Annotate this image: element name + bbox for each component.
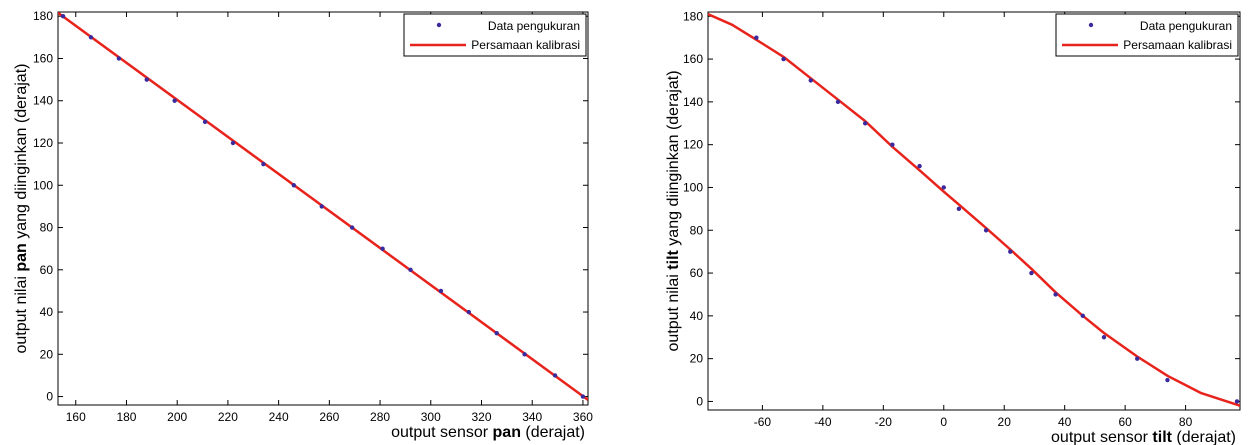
y-tick-label: 100 (683, 180, 703, 194)
legend-label: Persamaan kalibrasi (471, 38, 580, 52)
tilt-calibration-chart: -60 -40 -20 0 20 40 60 80 0 20 40 60 80 100 120 140 160 1… (665, 9, 1241, 445)
data-point (1080, 313, 1086, 319)
data-point (60, 14, 66, 19)
data-point (1008, 249, 1013, 254)
y-tick-label: 40 (690, 309, 704, 323)
y-tick-label: 0 (46, 390, 53, 404)
y-tick-label: 140 (683, 95, 703, 109)
data-point (172, 98, 177, 103)
data-point (144, 77, 149, 82)
data-point (983, 228, 989, 233)
chart-panel-pan: 160 180 200 220 240 260 280 300 320 340 360 0 20 40 60… (0, 0, 600, 445)
legend-box (1055, 13, 1239, 57)
data-point (808, 78, 813, 83)
data-point (754, 35, 759, 40)
x-axis-label: output sensor tilt (derajat) (1051, 429, 1236, 445)
x-tick-label: -40 (814, 415, 832, 429)
x-axis-label: output sensor pan (derajat) (391, 424, 585, 441)
data-point (890, 142, 895, 147)
x-tick-label: 360 (573, 410, 593, 424)
data-point (261, 161, 266, 167)
y-tick-label: 0 (696, 394, 703, 408)
plot-area (707, 11, 1241, 411)
x-tick-label: 220 (218, 410, 238, 424)
legend-box (403, 13, 587, 57)
data-point (291, 183, 297, 188)
data-point (1135, 356, 1140, 361)
y-tick-label: 60 (40, 263, 54, 277)
y-tick-label: 120 (683, 138, 703, 152)
y-tick-label: 80 (40, 221, 54, 235)
data-point (941, 185, 946, 190)
pan-calibration-chart: 160 180 200 220 240 260 280 300 320 340 360 0 20 40 60… (13, 9, 593, 441)
data-point (380, 246, 385, 251)
x-tick-label: 240 (269, 410, 289, 424)
plot-content (58, 12, 588, 401)
x-tick-label: 260 (319, 410, 339, 424)
y-tick-label: 60 (690, 266, 704, 280)
data-point (230, 140, 236, 146)
y-tick-label: 140 (33, 94, 53, 108)
data-point (408, 267, 413, 272)
y-tick-label: 180 (33, 9, 53, 23)
x-tick-label: 300 (421, 410, 441, 424)
x-tick-label: -60 (754, 415, 772, 429)
y-tick-label: 20 (690, 352, 704, 366)
data-point (1053, 292, 1058, 297)
y-axis-label: output nilai pan yang diinginkan (deraja… (13, 64, 30, 354)
y-tick-label: 120 (33, 136, 53, 150)
y-tick-label: 40 (40, 305, 54, 319)
data-point (781, 56, 786, 62)
data-point (956, 206, 962, 212)
x-tick-label: 80 (1179, 415, 1193, 429)
data-point (580, 394, 586, 399)
data-point (319, 204, 324, 209)
legend-label: Persamaan kalibrasi (1123, 38, 1232, 52)
x-tick-label: 180 (116, 410, 136, 424)
y-tick-label: 180 (683, 9, 703, 23)
data-point (1234, 399, 1240, 404)
calibration-line (708, 12, 1240, 407)
data-point (917, 163, 922, 169)
y-tick-label: 160 (33, 51, 53, 65)
legend-marker (1088, 22, 1094, 28)
x-tick-label: 320 (471, 410, 491, 424)
y-tick-label: 80 (690, 223, 704, 237)
x-tick-label: 60 (1118, 415, 1132, 429)
data-point (116, 56, 122, 61)
data-point (552, 373, 558, 378)
x-tick-label: 0 (940, 415, 947, 429)
x-tick-label: 160 (66, 410, 86, 424)
legend-marker (436, 22, 442, 28)
data-point (522, 352, 527, 357)
y-tick-label: 20 (40, 347, 54, 361)
data-point (1029, 270, 1034, 276)
data-point (494, 330, 499, 336)
y-axis-label: output nilai tilt yang diinginkan (deraj… (665, 70, 682, 351)
data-point (202, 119, 208, 125)
x-tick-label: 40 (1058, 415, 1072, 429)
chart-panel-tilt: -60 -40 -20 0 20 40 60 80 0 20 40 60 80 100 120 140 160 1… (660, 0, 1250, 445)
plot-content (708, 12, 1240, 407)
data-point (349, 225, 355, 230)
legend-label: Data pengukuran (488, 19, 580, 33)
x-tick-label: 280 (370, 410, 390, 424)
data-point (438, 288, 444, 294)
legend-label: Data pengukuran (1140, 19, 1232, 33)
y-tick-label: 100 (33, 178, 53, 192)
data-point (1165, 377, 1170, 383)
data-point (835, 99, 841, 105)
y-tick-label: 160 (683, 52, 703, 66)
data-point (466, 309, 472, 315)
x-tick-label: 340 (522, 410, 542, 424)
x-tick-label: -20 (875, 415, 893, 429)
x-tick-label: 20 (998, 415, 1012, 429)
data-point (88, 35, 94, 40)
x-tick-label: 200 (167, 410, 187, 424)
data-point (862, 121, 868, 126)
data-point (1101, 335, 1107, 340)
